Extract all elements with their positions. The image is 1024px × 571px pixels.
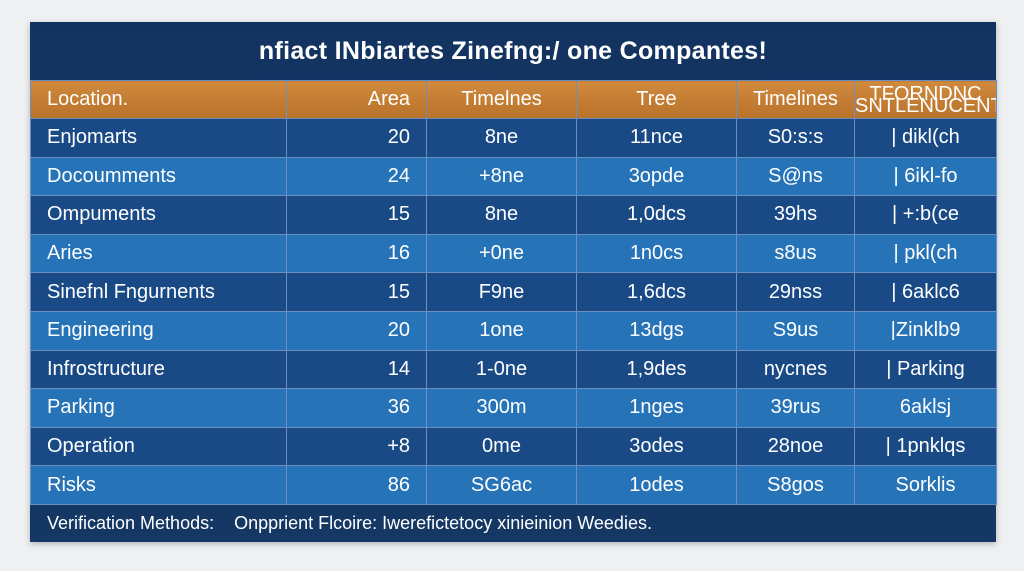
cell-tfornonc: | Parking	[854, 349, 997, 390]
cell-location: Sinefnl Fngurnents	[30, 272, 287, 312]
footer-text: Onpprient Flcoire: Iwerefictetocy xiniei…	[234, 513, 652, 533]
cell-tree: 13dgs	[576, 310, 737, 351]
table-row: Risks 86 SG6ac 1odes S8gos Sorklis	[30, 465, 997, 505]
table-row: Operation +8 0me 3odes 28noe | 1pnklqs	[30, 426, 997, 467]
cell-area: 15	[286, 272, 427, 312]
cell-location: Parking	[30, 388, 287, 428]
cell-tree: 1,9des	[576, 349, 737, 390]
cell-tfornonc: | dikl(ch	[854, 118, 997, 158]
cell-timelines: S9us	[736, 310, 855, 351]
column-header-tfornonc: TFORNDNC SNTLENUCENTS	[854, 80, 997, 119]
table-row: Docoumments 24 +8ne 3opde S@ns | 6ikl-fo	[30, 156, 997, 197]
cell-timelnes: +0ne	[426, 233, 577, 274]
cell-tfornonc: Sorklis	[854, 465, 997, 505]
column-header-timelines: Timelines	[736, 80, 855, 119]
cell-area: 14	[286, 349, 427, 390]
column-header-timelnes: Timelnes	[426, 80, 577, 119]
table-row: Infrostructure 14 1-0ne 1,9des nycnes | …	[30, 349, 997, 390]
cell-timelnes: F9ne	[426, 272, 577, 312]
data-table: Location. Area Timelnes Tree Timelines T…	[30, 80, 997, 505]
cell-area: +8	[286, 426, 427, 467]
table-panel: nfiact INbiartes Zinefng:/ one Compantes…	[30, 22, 997, 542]
column-header-area: Area	[286, 80, 427, 119]
cell-timelines: 28noe	[736, 426, 855, 467]
cell-location: Operation	[30, 426, 287, 467]
cell-location: Aries	[30, 233, 287, 274]
cell-tfornonc: | pkl(ch	[854, 233, 997, 274]
cell-timelines: 39rus	[736, 388, 855, 428]
table-row: Engineering 20 1one 13dgs S9us |Zinklb9	[30, 310, 997, 351]
table-row: Sinefnl Fngurnents 15 F9ne 1,6dcs 29nss …	[30, 272, 997, 312]
cell-timelines: S0:s:s	[736, 118, 855, 158]
cell-timelines: 29nss	[736, 272, 855, 312]
cell-tree: 1n0cs	[576, 233, 737, 274]
cell-timelnes: 300m	[426, 388, 577, 428]
footer-label: Verification Methods:	[47, 513, 215, 533]
cell-location: Docoumments	[30, 156, 287, 197]
cell-timelnes: 8ne	[426, 118, 577, 158]
cell-area: 36	[286, 388, 427, 428]
cell-tree: 3opde	[576, 156, 737, 197]
cell-timelnes: SG6ac	[426, 465, 577, 505]
cell-tree: 1nges	[576, 388, 737, 428]
table-row: Enjomarts 20 8ne 11nce S0:s:s | dikl(ch	[30, 118, 997, 158]
column-header-tree: Tree	[576, 80, 737, 119]
cell-timelnes: 8ne	[426, 195, 577, 235]
cell-area: 20	[286, 310, 427, 351]
cell-area: 20	[286, 118, 427, 158]
cell-tree: 1,0dcs	[576, 195, 737, 235]
cell-tfornonc: | 1pnklqs	[854, 426, 997, 467]
cell-timelines: 39hs	[736, 195, 855, 235]
cell-tfornonc: | 6ikl-fo	[854, 156, 997, 197]
cell-timelnes: 1one	[426, 310, 577, 351]
page-title: nfiact INbiartes Zinefng:/ one Compantes…	[258, 36, 768, 65]
cell-area: 15	[286, 195, 427, 235]
cell-tfornonc: | +:b(ce	[854, 195, 997, 235]
cell-location: Engineering	[30, 310, 287, 351]
cell-timelines: S8gos	[736, 465, 855, 505]
table-row: Parking 36 300m 1nges 39rus 6aklsj	[30, 388, 997, 428]
cell-tree: 11nce	[576, 118, 737, 158]
table-row: Aries 16 +0ne 1n0cs s8us | pkl(ch	[30, 233, 997, 274]
cell-timelines: nycnes	[736, 349, 855, 390]
cell-timelines: s8us	[736, 233, 855, 274]
cell-tree: 1odes	[576, 465, 737, 505]
cell-timelnes: 0me	[426, 426, 577, 467]
header-row: Location. Area Timelnes Tree Timelines T…	[30, 80, 997, 119]
cell-tree: 1,6dcs	[576, 272, 737, 312]
cell-tfornonc: | 6aklc6	[854, 272, 997, 312]
cell-location: Ompuments	[30, 195, 287, 235]
cell-timelnes: 1-0ne	[426, 349, 577, 390]
cell-area: 16	[286, 233, 427, 274]
cell-tfornonc: |Zinklb9	[854, 310, 997, 351]
cell-location: Risks	[30, 465, 287, 505]
footer-bar: Verification Methods: Onpprient Flcoire:…	[30, 505, 996, 542]
table-row: Ompuments 15 8ne 1,0dcs 39hs | +:b(ce	[30, 195, 997, 235]
column-header-location: Location.	[30, 80, 287, 119]
cell-area: 24	[286, 156, 427, 197]
cell-location: Enjomarts	[30, 118, 287, 158]
cell-timelnes: +8ne	[426, 156, 577, 197]
cell-timelines: S@ns	[736, 156, 855, 197]
cell-tfornonc: 6aklsj	[854, 388, 997, 428]
cell-area: 86	[286, 465, 427, 505]
cell-tree: 3odes	[576, 426, 737, 467]
cell-location: Infrostructure	[30, 349, 287, 390]
